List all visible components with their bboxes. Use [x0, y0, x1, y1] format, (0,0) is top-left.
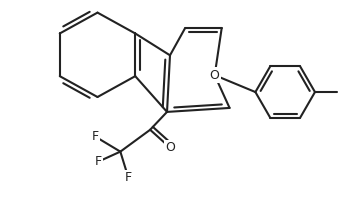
Text: F: F: [92, 130, 99, 143]
Text: O: O: [210, 69, 220, 82]
Text: O: O: [165, 141, 175, 154]
Text: F: F: [95, 155, 102, 168]
Text: F: F: [125, 171, 132, 184]
